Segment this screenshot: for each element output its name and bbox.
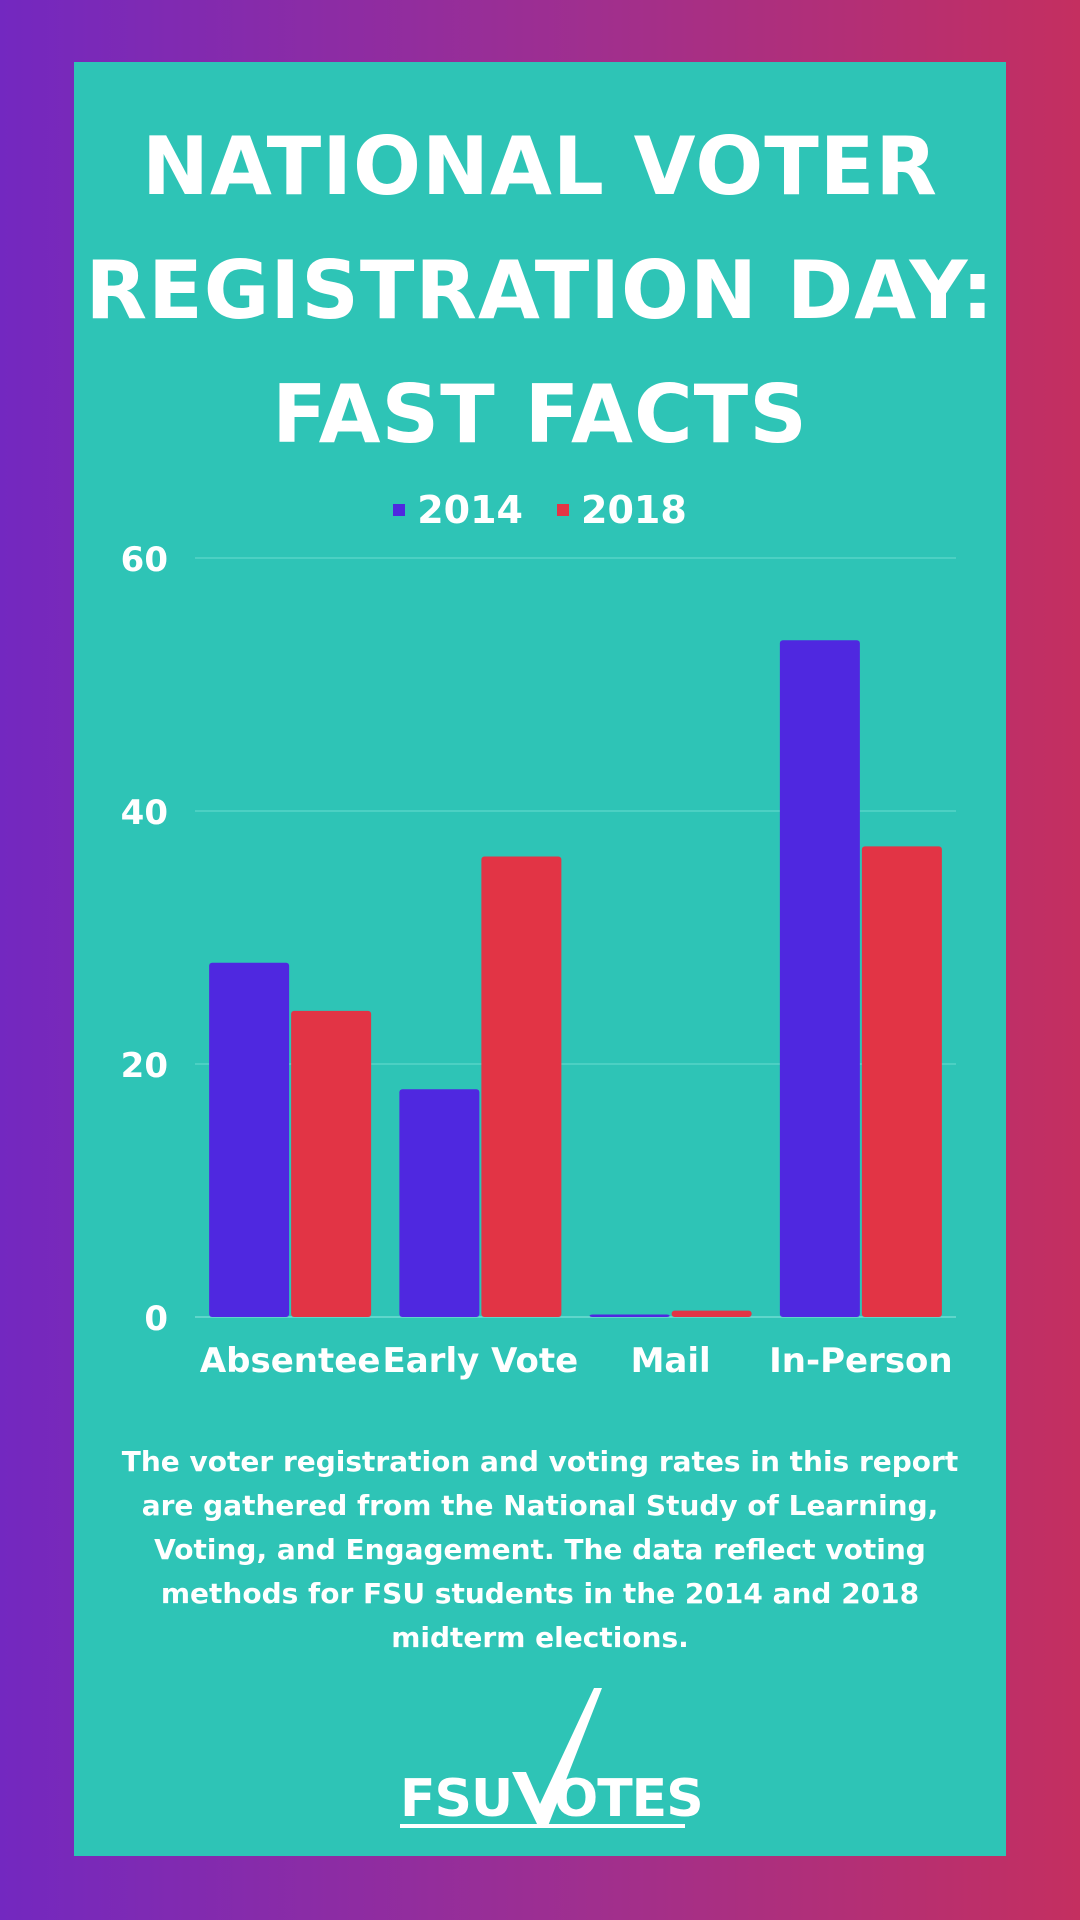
bar-2014-early-vote	[399, 1089, 480, 1317]
svg-text:FSU: FSU	[400, 1769, 512, 1829]
bar-2014-mail	[589, 1314, 670, 1317]
title-line-2: Registration Day:	[85, 244, 995, 337]
bar-2014-in-person	[779, 640, 860, 1317]
y-tick-label: 60	[121, 540, 168, 580]
chart-legend: 2014 2018	[0, 488, 1080, 532]
y-tick-label: 0	[144, 1299, 168, 1339]
svg-text:OTES: OTES	[554, 1769, 700, 1829]
x-tick-label: In-Person	[769, 1341, 953, 1381]
title-line-3: Fast Facts	[272, 368, 808, 461]
y-tick-label: 40	[121, 793, 168, 833]
legend-swatch-2018	[557, 504, 569, 516]
x-tick-label: Early Vote	[383, 1341, 579, 1381]
footnote-text: The voter registration and voting rates …	[121, 1445, 959, 1654]
x-tick-label: Mail	[631, 1341, 711, 1381]
page-title: National Voter Registration Day: Fast Fa…	[0, 105, 1080, 477]
bar-2018-absentee	[291, 1010, 372, 1317]
legend-label-2014: 2014	[417, 488, 523, 532]
bar-2018-early-vote	[481, 856, 562, 1317]
title-line-1: National Voter	[141, 120, 939, 213]
bar-2014-absentee	[209, 962, 290, 1317]
fsu-votes-logo: FSU OTES	[400, 1688, 700, 1829]
legend-item-2014: 2014	[393, 488, 523, 532]
legend-label-2018: 2018	[581, 488, 687, 532]
legend-item-2018: 2018	[557, 488, 687, 532]
y-tick-label: 20	[121, 1046, 168, 1086]
bar-2018-in-person	[861, 846, 942, 1317]
x-tick-label: Absentee	[200, 1341, 381, 1381]
bar-2018-mail	[671, 1310, 752, 1317]
legend-swatch-2014	[393, 504, 406, 516]
